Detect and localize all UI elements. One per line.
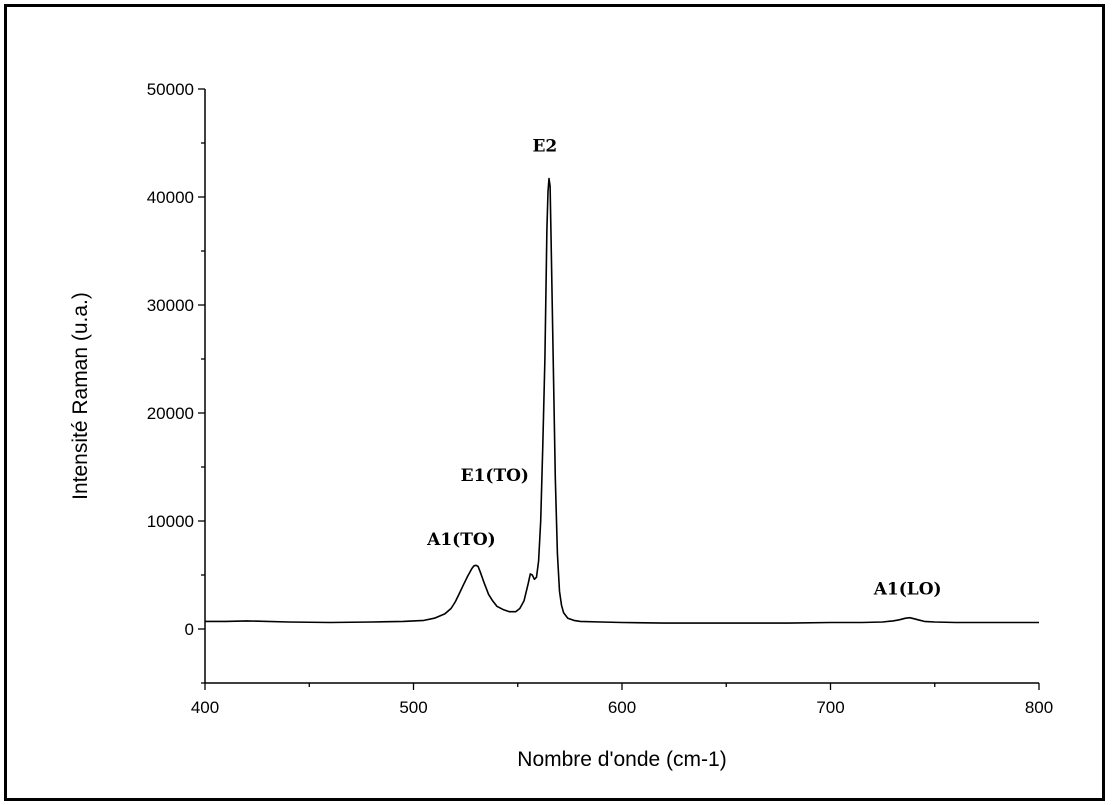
y-tick-label: 30000 [147, 296, 194, 315]
peak-labels: E2 E1(TO) A1(TO) A1(LO) [426, 137, 941, 600]
y-tick-label: 10000 [147, 512, 194, 531]
y-tick-label: 20000 [147, 404, 194, 423]
x-tick-label: 800 [1025, 698, 1053, 717]
ticks [198, 88, 1040, 690]
x-tick-label: 500 [399, 698, 427, 717]
peak-label: A1(LO) [873, 579, 942, 599]
y-axis-title: Intensité Raman (u.a.) [69, 292, 92, 500]
x-tick-label: 400 [191, 698, 219, 717]
y-tick-label: 40000 [147, 188, 194, 207]
spectrum-line [205, 177, 1039, 624]
chart-frame: 400 500 600 700 800 0 10000 20000 30000 40000 5000… [4, 4, 1105, 801]
peak-label: A1(TO) [426, 530, 496, 550]
x-axis-title: Nombre d'onde (cm-1) [517, 748, 726, 771]
x-tick-label: 600 [608, 698, 636, 717]
peak-label: E2 [532, 137, 557, 157]
x-tick-label: 700 [816, 698, 844, 717]
tick-labels: 400 500 600 700 800 0 10000 20000 30000 40000 5000… [147, 80, 1053, 717]
y-tick-label: 50000 [147, 80, 194, 99]
y-tick-label: 0 [185, 620, 194, 639]
peak-label: E1(TO) [461, 466, 529, 486]
raman-spectrum-chart: 400 500 600 700 800 0 10000 20000 30000 40000 5000… [69, 80, 1053, 771]
